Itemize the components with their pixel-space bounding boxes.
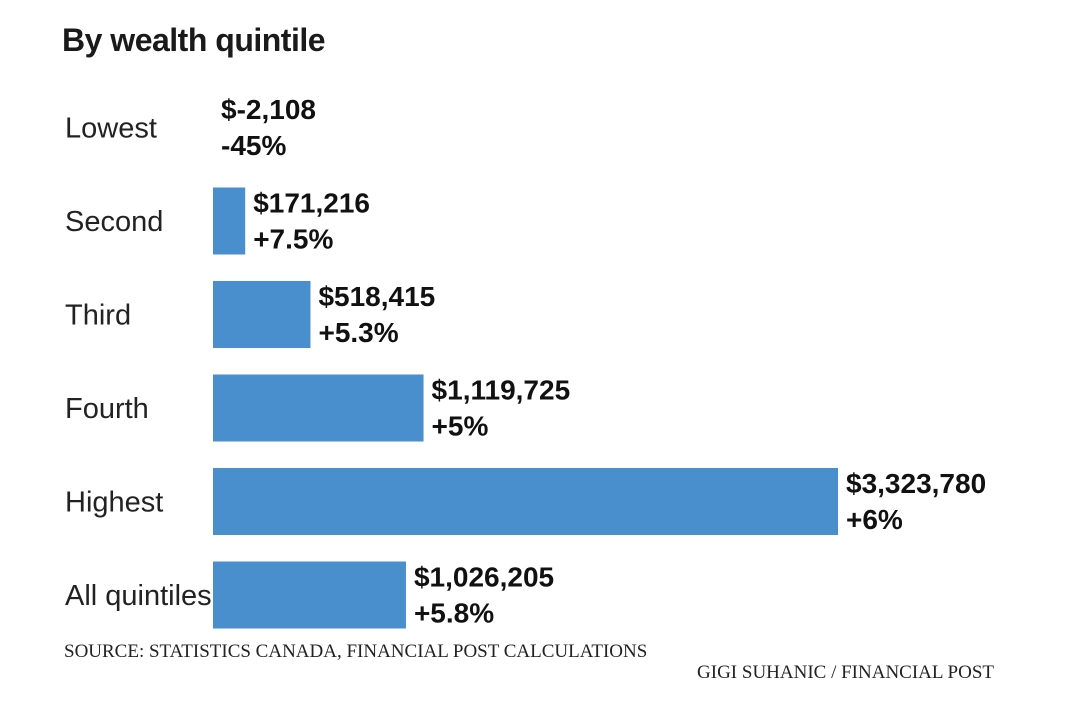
bar-third bbox=[213, 281, 311, 348]
change-label-lowest: -45% bbox=[221, 130, 286, 161]
category-labels: Lowest Second Third Fourth Highest All quinti… bbox=[65, 113, 212, 613]
bar-fourth bbox=[213, 374, 424, 442]
category-label-fourth: Fourth bbox=[65, 393, 149, 425]
bar-chart: Lowest Second Third Fourth Highest All quinti… bbox=[65, 94, 986, 629]
change-label-all-quintiles: +5.8% bbox=[414, 598, 494, 629]
category-label-all-quintiles: All quintiles bbox=[65, 580, 212, 612]
category-label-third: Third bbox=[65, 300, 131, 332]
bar-highest bbox=[213, 468, 838, 535]
credit-note: GIGI SUHANIC / FINANCIAL POST bbox=[697, 662, 994, 683]
change-label-fourth: +5% bbox=[432, 411, 489, 442]
bar-second bbox=[213, 187, 246, 255]
category-label-lowest: Lowest bbox=[65, 113, 157, 145]
change-label-second: +7.5% bbox=[253, 224, 333, 255]
value-label-all-quintiles: $1,026,205 bbox=[414, 562, 554, 593]
chart-title: By wealth quintile bbox=[62, 22, 326, 58]
source-note: SOURCE: STATISTICS CANADA, FINANCIAL POS… bbox=[64, 641, 648, 662]
value-labels: $-2,108 -45% $171,216 +7.5% $518,415 +5.3% $1,… bbox=[221, 94, 986, 629]
change-label-highest: +6% bbox=[846, 504, 903, 535]
category-label-second: Second bbox=[65, 206, 163, 238]
value-label-highest: $3,323,780 bbox=[846, 468, 986, 499]
value-label-fourth: $1,119,725 bbox=[432, 375, 571, 406]
change-label-third: +5.3% bbox=[318, 317, 398, 348]
bars bbox=[213, 187, 838, 629]
value-label-lowest: $-2,108 bbox=[221, 94, 316, 125]
category-label-highest: Highest bbox=[65, 487, 163, 519]
value-label-second: $171,216 bbox=[253, 188, 370, 219]
value-label-third: $518,415 bbox=[318, 281, 435, 312]
bar-all-quintiles bbox=[213, 561, 406, 629]
